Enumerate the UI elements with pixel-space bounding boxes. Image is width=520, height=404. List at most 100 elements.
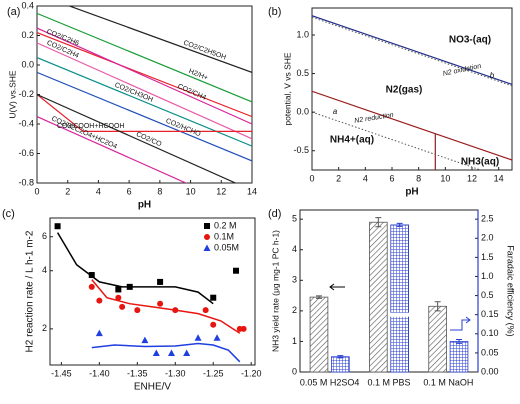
point	[134, 307, 141, 314]
series-line	[37, 94, 252, 132]
point	[240, 325, 247, 332]
error-bar	[396, 222, 403, 227]
point	[54, 223, 61, 230]
series-label: b	[490, 71, 495, 80]
panel-label: (d)	[268, 208, 281, 220]
y-tick-label: 3	[292, 275, 297, 285]
point	[126, 283, 133, 290]
point	[202, 307, 209, 314]
panel-label: (c)	[2, 208, 15, 220]
x-tick-label: 0	[34, 186, 39, 196]
y-tick-label: 2	[292, 305, 297, 315]
y-tick-label: 0.5	[296, 68, 309, 78]
y-tick-label: 0.4	[21, 0, 34, 10]
point	[167, 349, 175, 356]
x-tick-label: 10	[186, 186, 196, 196]
series-label: NH4+(aq)	[330, 135, 374, 146]
point	[213, 334, 221, 341]
bar	[309, 296, 329, 373]
x-tick-label: -1.30	[165, 368, 186, 378]
error-bar	[315, 295, 322, 299]
point	[157, 300, 164, 307]
error-bar	[434, 301, 441, 312]
y-tick-label: -0.6	[18, 148, 34, 158]
point	[172, 307, 179, 314]
y2-tick-label: 0.5	[481, 290, 494, 300]
legend-label: 0.1M	[214, 231, 234, 241]
y-tick-label: 4	[292, 244, 297, 254]
point	[88, 272, 95, 279]
panel-label: (b)	[268, 6, 281, 18]
y2-tick-label: 2.5	[481, 214, 494, 224]
x-tick-label: 0.1 M PBS	[367, 377, 410, 387]
bar	[390, 224, 409, 373]
annotation: N2 reduction	[354, 112, 394, 125]
x-tick-label: 0.1 M NaOH	[423, 377, 473, 387]
y-axis-label: H2 reaction rate / L h-1 m-2	[25, 230, 36, 352]
series-line	[312, 15, 512, 85]
x-tick-label: 14	[247, 186, 257, 196]
series-label: a	[333, 107, 338, 116]
annotation: N2 oxidation	[442, 63, 482, 78]
series-line	[67, 6, 252, 73]
error-bar	[375, 217, 382, 228]
plot-frame	[311, 7, 513, 171]
point	[115, 286, 122, 293]
y-tick-label: -0.8	[18, 177, 34, 187]
legend-marker	[204, 234, 210, 240]
error-bar	[337, 355, 344, 359]
legend-marker	[203, 244, 211, 251]
panel-label: (a)	[7, 6, 20, 18]
x-tick-label: 0	[309, 173, 314, 183]
bar	[428, 305, 447, 373]
axis-arrow	[329, 283, 345, 291]
axis-arrow	[450, 316, 471, 331]
series-line	[37, 12, 252, 103]
y-tick-label: 0.2	[21, 30, 34, 40]
y-tick-label: 0	[292, 366, 297, 376]
series-line	[312, 90, 436, 135]
series-label: NH3(aq)	[461, 157, 499, 168]
y-axis-label: U(V) vs.SHE	[7, 70, 17, 119]
series-label: NO3-(aq)	[449, 35, 491, 46]
y-tick-label: 1	[292, 336, 297, 346]
y-tick-label: -0.4	[18, 118, 34, 128]
error-bar	[456, 339, 463, 344]
y-tick-label: 2	[42, 323, 47, 333]
series-label: CO2/H2C2O4+HC2O4	[50, 115, 118, 150]
point	[210, 294, 217, 301]
y2-tick-label: 2.0	[481, 233, 494, 243]
series-line	[312, 111, 483, 170]
x-tick-label: 4	[363, 173, 368, 183]
point	[152, 349, 160, 356]
x-tick-label: 2	[336, 173, 341, 183]
point	[88, 283, 95, 290]
series-line	[434, 132, 512, 170]
plot-frame	[49, 217, 256, 366]
x-tick-label: 8	[157, 186, 162, 196]
y-axis-label: NH3 yield rate (μg mg-1 PC h-1)	[270, 230, 280, 352]
point	[96, 297, 103, 304]
point	[233, 267, 240, 274]
y2-tick-label: 0.15	[481, 309, 499, 319]
y-axis-label: potential, V vs SHE	[282, 52, 292, 126]
y2-tick-label: 0.05	[481, 347, 499, 357]
x-tick-label: -1.45	[51, 368, 72, 378]
bar	[331, 356, 350, 373]
y-tick-label: 1.0	[296, 29, 309, 39]
x-tick-label: 14	[494, 173, 504, 183]
series-label: CO2/C2H5OH	[182, 40, 226, 62]
series-line	[37, 71, 252, 162]
plot-area	[37, 6, 252, 183]
y2-tick-label: 1.0	[481, 271, 494, 281]
point	[157, 278, 164, 285]
point	[95, 329, 103, 337]
x-tick-label: -1.40	[89, 368, 110, 378]
x-tick-label: 4	[96, 186, 101, 196]
x-tick-label: 6	[389, 173, 394, 183]
series-line	[312, 16, 512, 87]
y-tick-label: -0.5	[293, 145, 309, 155]
point	[194, 334, 202, 341]
series-line	[37, 27, 252, 125]
